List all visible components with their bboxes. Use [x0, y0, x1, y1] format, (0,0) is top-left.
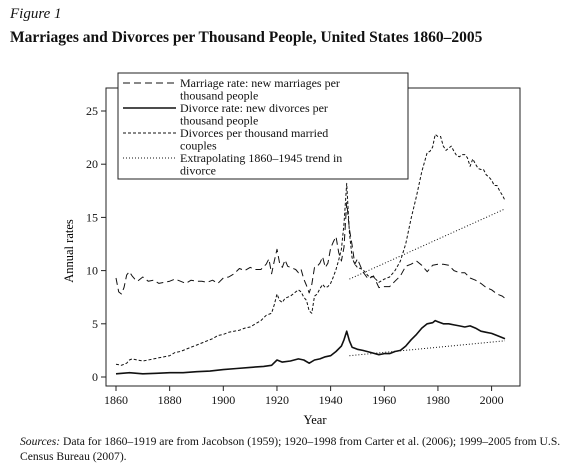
chart-title: Marriages and Divorces per Thousand Peop… [10, 29, 483, 46]
sources-label: Sources: [20, 435, 61, 448]
y-tick-label-15: 15 [86, 210, 98, 224]
series-3-segment-1 [349, 340, 506, 357]
series-2-line [115, 133, 506, 366]
y-tick-label-0: 0 [92, 370, 98, 384]
y-axis-label: Annual rates [62, 219, 76, 283]
series-3-segment-0 [349, 208, 506, 280]
series-layer [115, 133, 506, 375]
sources-note: Sources: Data for 1860–1919 are from Jac… [20, 434, 565, 464]
x-tick-label-2000: 2000 [480, 393, 504, 407]
figure-label: Figure 1 [10, 6, 62, 22]
y-tick-label-5: 5 [92, 317, 98, 331]
series-0-line [115, 202, 506, 299]
x-tick-label-1900: 1900 [211, 393, 235, 407]
x-tick-label-1920: 1920 [265, 393, 289, 407]
x-tick-label-1980: 1980 [426, 393, 450, 407]
legend-label-2: Divorces per thousand married couples [180, 126, 328, 153]
y-tick-label-10: 10 [86, 264, 98, 278]
x-tick-label-1960: 1960 [372, 393, 396, 407]
x-tick-label-1860: 1860 [104, 393, 128, 407]
legend-box [117, 72, 409, 180]
y-tick-label-20: 20 [86, 157, 98, 171]
y-tick-label-25: 25 [86, 104, 98, 118]
x-tick-label-1940: 1940 [319, 393, 343, 407]
legend-label-1: Divorce rate: new divorces per thousand p… [180, 101, 328, 128]
x-axis-label: Year [303, 413, 327, 427]
chart: 0 5 10 15 20 25 1860 1880 1900 1920 1940 1960 1980 20… [62, 72, 521, 427]
legend: Marriage rate: new marriages per thousand… [117, 72, 409, 180]
sources-text: Data for 1860–1919 are from Jacobson (19… [20, 435, 561, 463]
legend-label-0: Marriage rate: new marriages per thousand… [180, 76, 340, 103]
x-tick-label-1880: 1880 [158, 393, 182, 407]
legend-label-3: Extrapolating 1860–1945 trend in divorce [180, 151, 342, 178]
series-1-line [115, 319, 506, 375]
axes: 0 5 10 15 20 25 1860 1880 1900 1920 1940 1960 1980 20… [86, 87, 521, 407]
